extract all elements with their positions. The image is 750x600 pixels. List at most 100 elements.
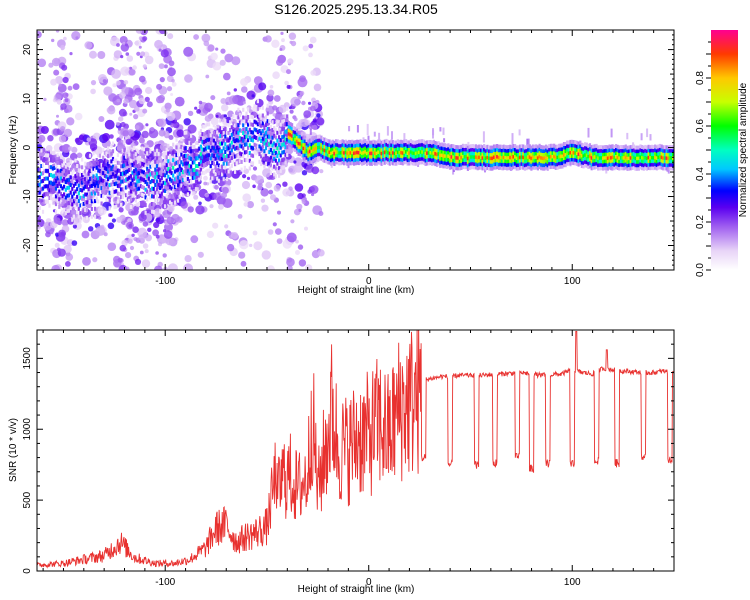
spectrogram-cell [191, 183, 194, 188]
spectrogram-cell [543, 152, 546, 157]
spectrogram-cell [116, 153, 119, 158]
spectrogram-cell [172, 150, 175, 155]
spectrogram-cell [413, 161, 416, 166]
spectrogram-cell [305, 264, 313, 270]
spectrogram-cell [458, 166, 461, 171]
spectrogram-cell [53, 196, 56, 201]
spectrogram-cell [217, 178, 220, 183]
spectrogram-cell [628, 163, 631, 168]
spectrogram-cell [378, 143, 382, 148]
spectrogram-cell [354, 143, 357, 148]
spectrogram-cell [69, 183, 72, 187]
spectrogram-cell [120, 164, 123, 169]
spectrogram-cell [616, 151, 619, 156]
spectrogram-cell [437, 144, 440, 149]
spectrogram-cell [66, 193, 69, 198]
x-tick-label: -100 [155, 577, 175, 588]
spectrogram-cell [312, 155, 315, 159]
spectrogram-cell [82, 171, 85, 176]
spectrogram-cell [248, 151, 251, 155]
spectrogram-cell [256, 122, 259, 127]
spectrogram-cell [528, 147, 531, 152]
spectrogram-cell [188, 179, 191, 184]
spectrogram-cell [362, 150, 365, 155]
spectrogram-cell [315, 153, 318, 157]
spectrogram-cell [395, 147, 398, 152]
spectrogram-cell [522, 155, 525, 160]
spectrogram-cell [319, 169, 324, 174]
spectrogram-cell [668, 148, 671, 153]
spectrogram-cell [466, 166, 469, 171]
spectrogram-cell [278, 166, 281, 171]
spectrogram-cell [362, 154, 365, 158]
spectrogram-cell [307, 146, 310, 151]
spectrogram-cell [382, 150, 385, 155]
spectrogram-cell [255, 120, 258, 125]
spectrogram-cell [352, 161, 356, 166]
spectrogram-cell [584, 163, 587, 168]
spectrogram-cell [87, 164, 90, 168]
spectrogram-cell [48, 203, 51, 208]
spectrogram-cell [41, 209, 45, 214]
spectrogram-cell [585, 163, 588, 168]
spectrogram-cell [107, 184, 110, 189]
spectrogram-cell [361, 158, 364, 163]
spectrogram-cell [292, 126, 295, 131]
spectrogram-cell [160, 183, 163, 188]
spectrogram-cell [546, 159, 549, 164]
spectrogram-cell [572, 150, 575, 155]
spectrogram-cell [637, 152, 640, 157]
spectrogram-cell [206, 168, 209, 173]
spectrogram-cell [388, 147, 391, 152]
spectrogram-cell [67, 85, 73, 91]
spectrogram-cell [460, 162, 463, 167]
spectrogram-cell [618, 166, 621, 171]
spectrogram-cell [577, 141, 580, 146]
spectrogram-cell [118, 116, 124, 122]
spectrogram-cell [390, 157, 393, 162]
spectrogram-cell [551, 161, 554, 166]
spectrogram-cell [349, 140, 352, 145]
spectrogram-cell [422, 146, 426, 151]
spectrogram-cell [253, 135, 256, 140]
spectrogram-cell [71, 240, 78, 246]
spectrogram-cell [393, 154, 396, 159]
spectrogram-cell [517, 148, 520, 153]
spectrogram-cell [427, 157, 430, 162]
spectrogram-cell [61, 201, 64, 206]
spectrogram-cell [61, 186, 64, 191]
spectrogram-cell [77, 199, 80, 203]
spectrogram-cell [328, 150, 331, 154]
spectrogram-cell [238, 112, 242, 117]
spectrogram-cell [149, 172, 152, 177]
spectrogram-cell [176, 129, 185, 138]
spectrogram-cell [577, 152, 580, 156]
spectrogram-cell [554, 155, 557, 160]
spectrogram-cell [159, 186, 162, 190]
spectrogram-cell [242, 146, 245, 151]
spectrogram-cell [149, 164, 152, 169]
spectrogram-cell [411, 154, 414, 159]
spectrogram-cell [546, 156, 549, 161]
spectrogram-cell [248, 120, 251, 125]
spectrogram-cell [113, 197, 116, 202]
spectrogram-cell [56, 176, 59, 181]
spectrogram-cell [585, 149, 588, 154]
spectrogram-cell [641, 145, 644, 149]
spectrogram-cell [642, 152, 645, 157]
spectrogram-cell [393, 158, 396, 163]
spectrogram-cell [133, 205, 140, 212]
spectrogram-cell [211, 145, 214, 150]
spectrogram-cell [194, 140, 198, 145]
spectrogram-cell [359, 153, 362, 158]
spectrogram-cell [515, 149, 518, 153]
spectrogram-cell [204, 154, 207, 159]
spectrogram-cell [40, 164, 43, 168]
spectrogram-cell [193, 175, 196, 180]
spectrogram-cell [587, 165, 590, 169]
spectrogram-cell [120, 55, 124, 59]
spectrogram-cell [177, 167, 180, 172]
spectrogram-cell [194, 187, 198, 192]
spectrogram-cell [548, 154, 551, 159]
spectrogram-cell [63, 36, 67, 41]
